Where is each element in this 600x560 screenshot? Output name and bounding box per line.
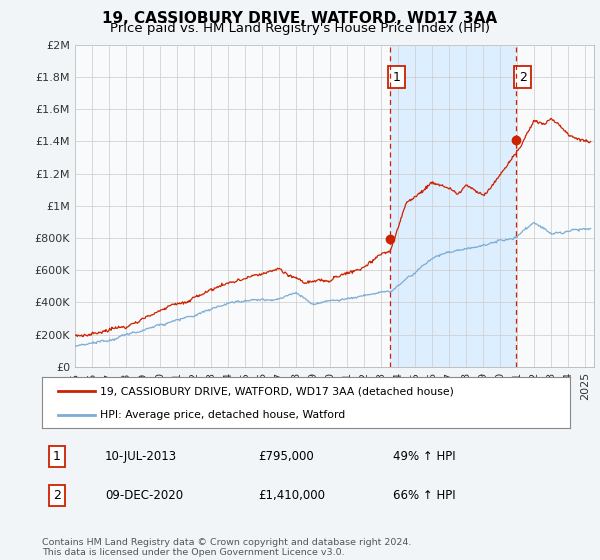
Text: 1: 1 bbox=[53, 450, 61, 463]
Text: 1: 1 bbox=[393, 71, 401, 83]
Text: 19, CASSIOBURY DRIVE, WATFORD, WD17 3AA (detached house): 19, CASSIOBURY DRIVE, WATFORD, WD17 3AA … bbox=[100, 386, 454, 396]
Text: 66% ↑ HPI: 66% ↑ HPI bbox=[393, 489, 455, 502]
Text: £795,000: £795,000 bbox=[258, 450, 314, 463]
Bar bbox=[391, 45, 516, 367]
Text: 2: 2 bbox=[519, 71, 527, 83]
Text: £1,410,000: £1,410,000 bbox=[258, 489, 325, 502]
Text: 2: 2 bbox=[53, 489, 61, 502]
Text: Price paid vs. HM Land Registry's House Price Index (HPI): Price paid vs. HM Land Registry's House … bbox=[110, 22, 490, 35]
Text: Contains HM Land Registry data © Crown copyright and database right 2024.
This d: Contains HM Land Registry data © Crown c… bbox=[42, 538, 412, 557]
Text: HPI: Average price, detached house, Watford: HPI: Average price, detached house, Watf… bbox=[100, 410, 346, 420]
Text: 49% ↑ HPI: 49% ↑ HPI bbox=[393, 450, 455, 463]
Text: 09-DEC-2020: 09-DEC-2020 bbox=[105, 489, 183, 502]
Text: 10-JUL-2013: 10-JUL-2013 bbox=[105, 450, 177, 463]
Text: 19, CASSIOBURY DRIVE, WATFORD, WD17 3AA: 19, CASSIOBURY DRIVE, WATFORD, WD17 3AA bbox=[103, 11, 497, 26]
